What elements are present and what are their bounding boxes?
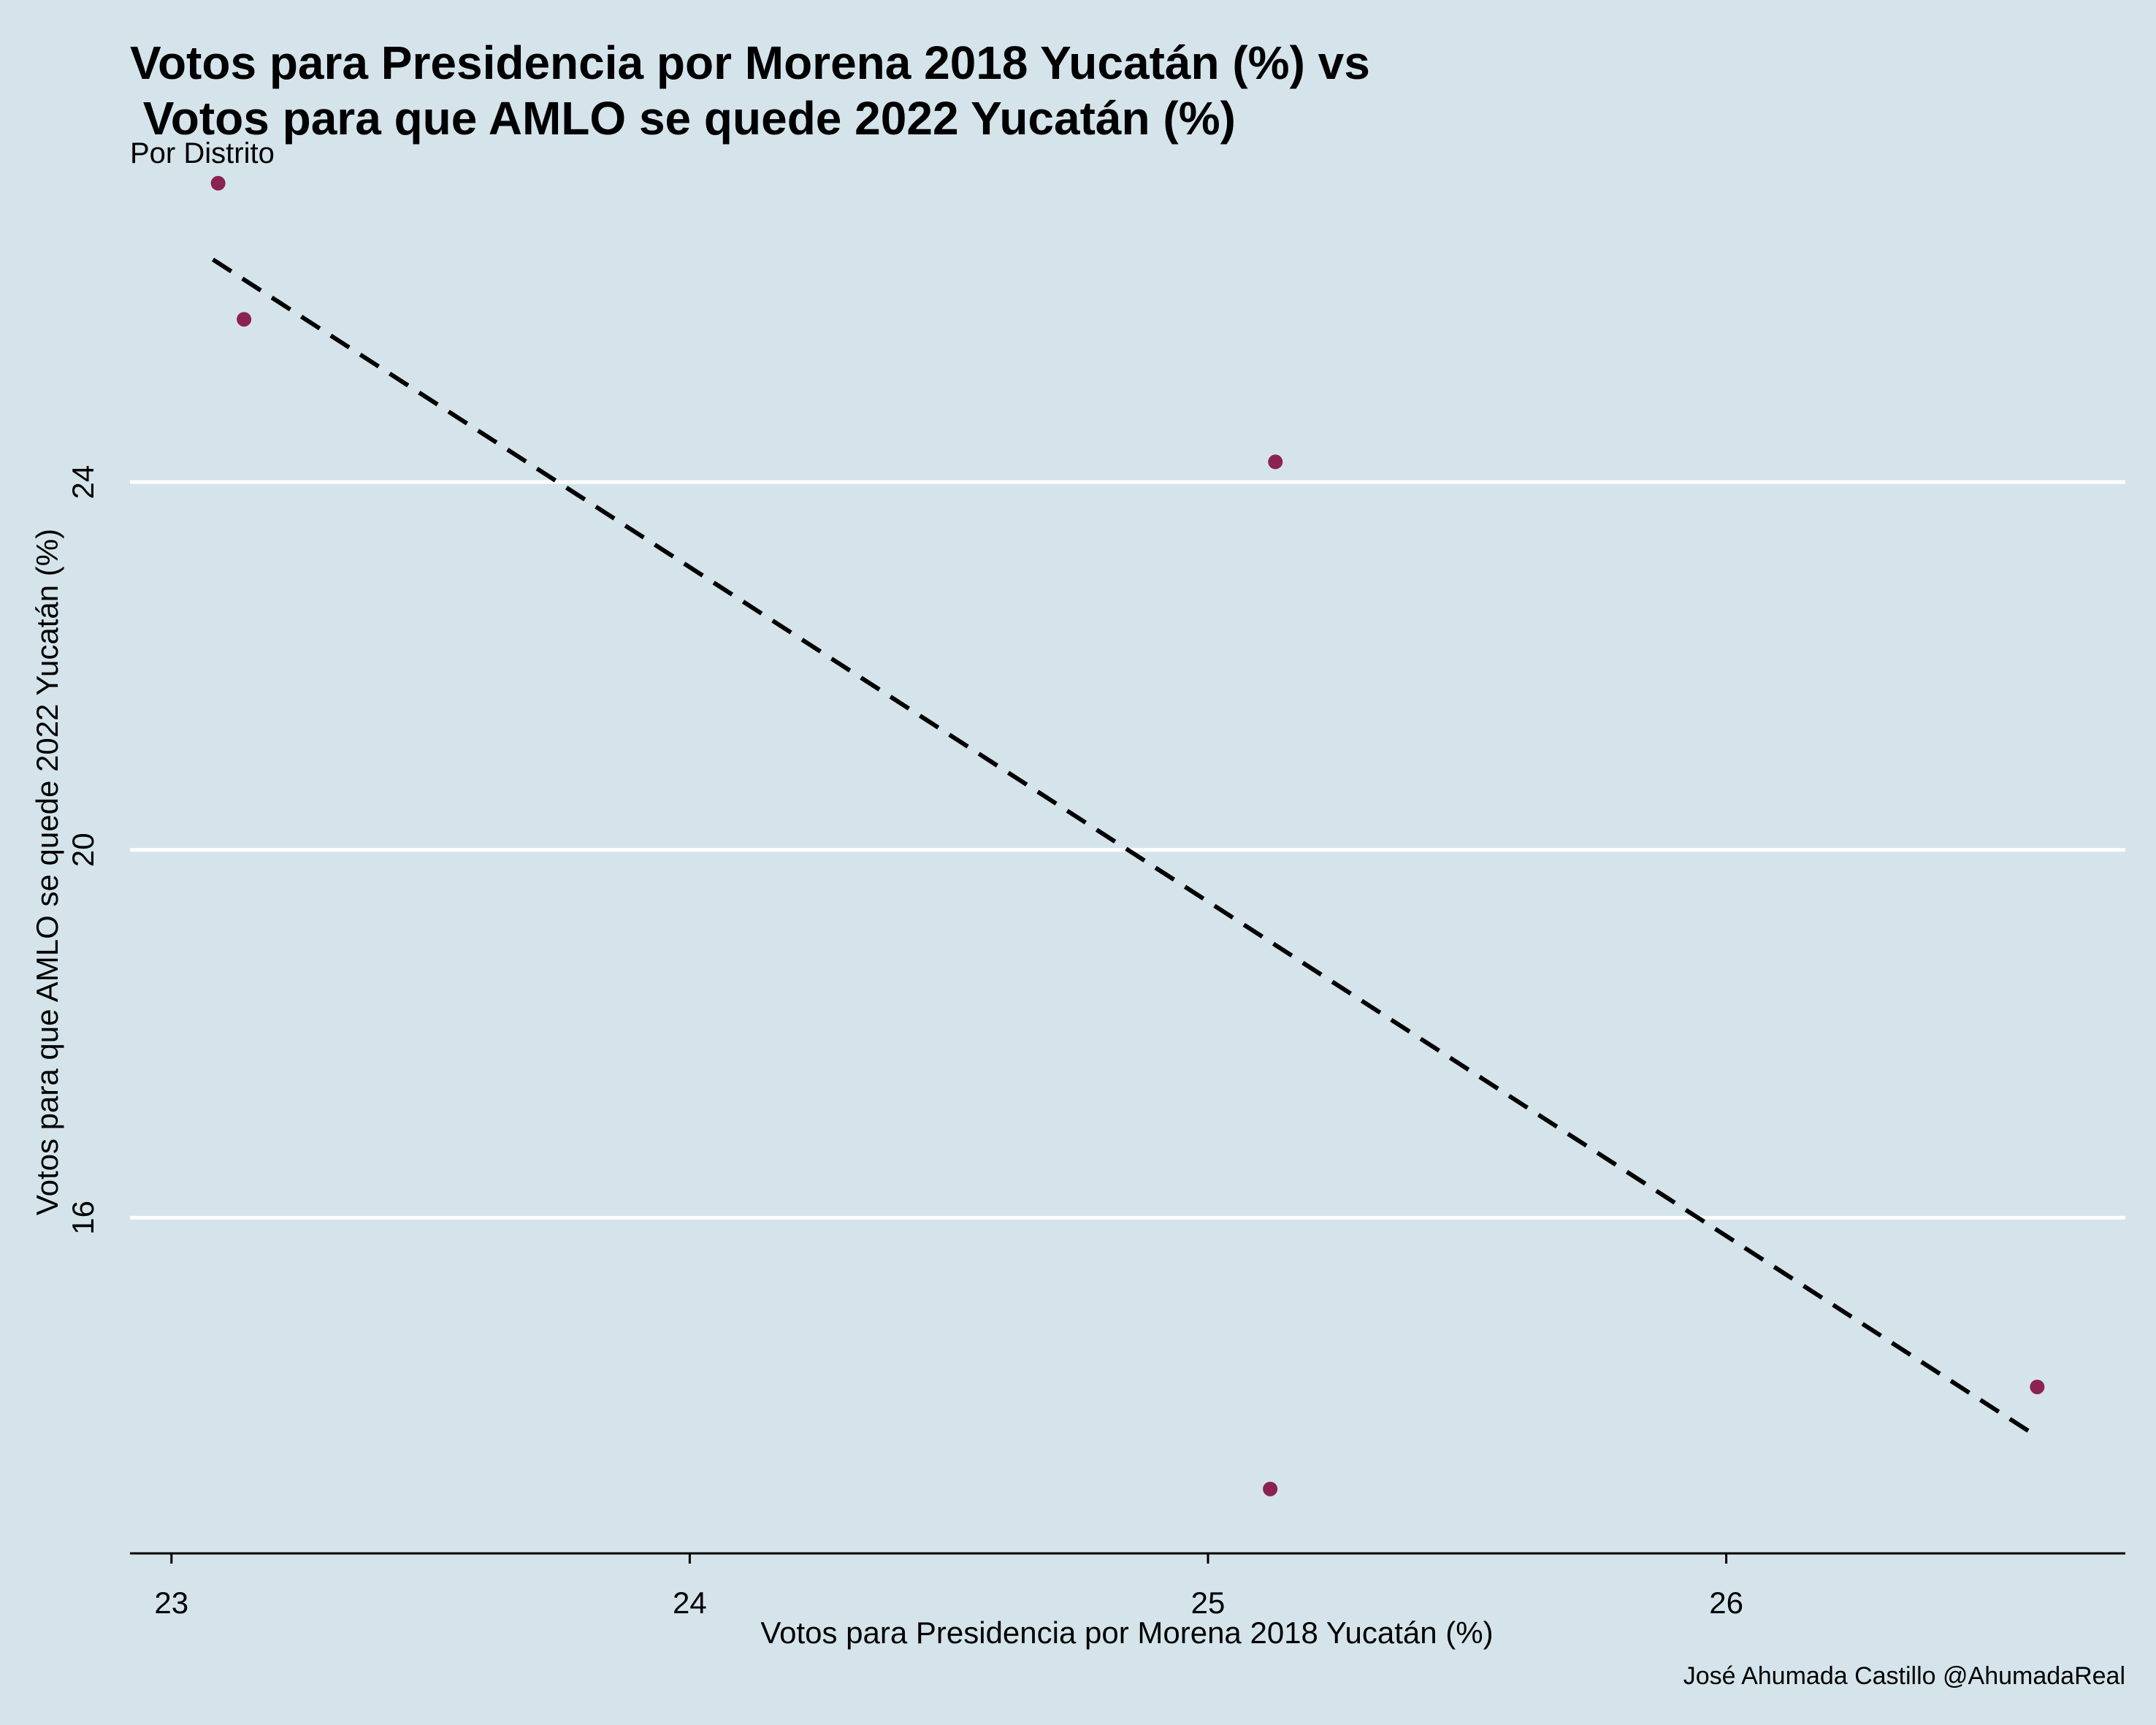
y-tick-label: 24 (66, 465, 100, 500)
data-points (210, 175, 2045, 1496)
x-tick-label: 26 (1709, 1586, 1743, 1620)
trend-line (211, 257, 2038, 1439)
y-tick-label: 20 (66, 833, 100, 867)
data-point-2 (237, 312, 252, 327)
chart-title-line-2: Votos para que AMLO se quede 2022 Yucatá… (130, 92, 1236, 145)
trend-line-group (211, 257, 2038, 1439)
x-tick-label: 23 (154, 1586, 188, 1620)
data-point-4 (1263, 1481, 1278, 1496)
x-axis-title: Votos para Presidencia por Morena 2018 Y… (760, 1615, 1493, 1650)
data-point-5 (2030, 1380, 2045, 1395)
data-point-3 (1268, 454, 1283, 470)
chart-subtitle: Por Distrito (130, 137, 275, 169)
x-tick-label: 25 (1191, 1586, 1226, 1620)
y-axis: 16 20 24 (66, 465, 100, 1235)
y-axis-title: Votos para que AMLO se quede 2022 Yucatá… (30, 529, 64, 1215)
x-tick-label: 24 (673, 1586, 707, 1620)
chart-title-line-1: Votos para Presidencia por Morena 2018 Y… (130, 37, 1370, 89)
chart-caption: José Ahumada Castillo @AhumadaReal (1683, 1662, 2125, 1690)
y-tick-label: 16 (66, 1201, 100, 1235)
x-axis: 23 24 25 26 (130, 1552, 2125, 1620)
data-point-1 (210, 175, 226, 191)
